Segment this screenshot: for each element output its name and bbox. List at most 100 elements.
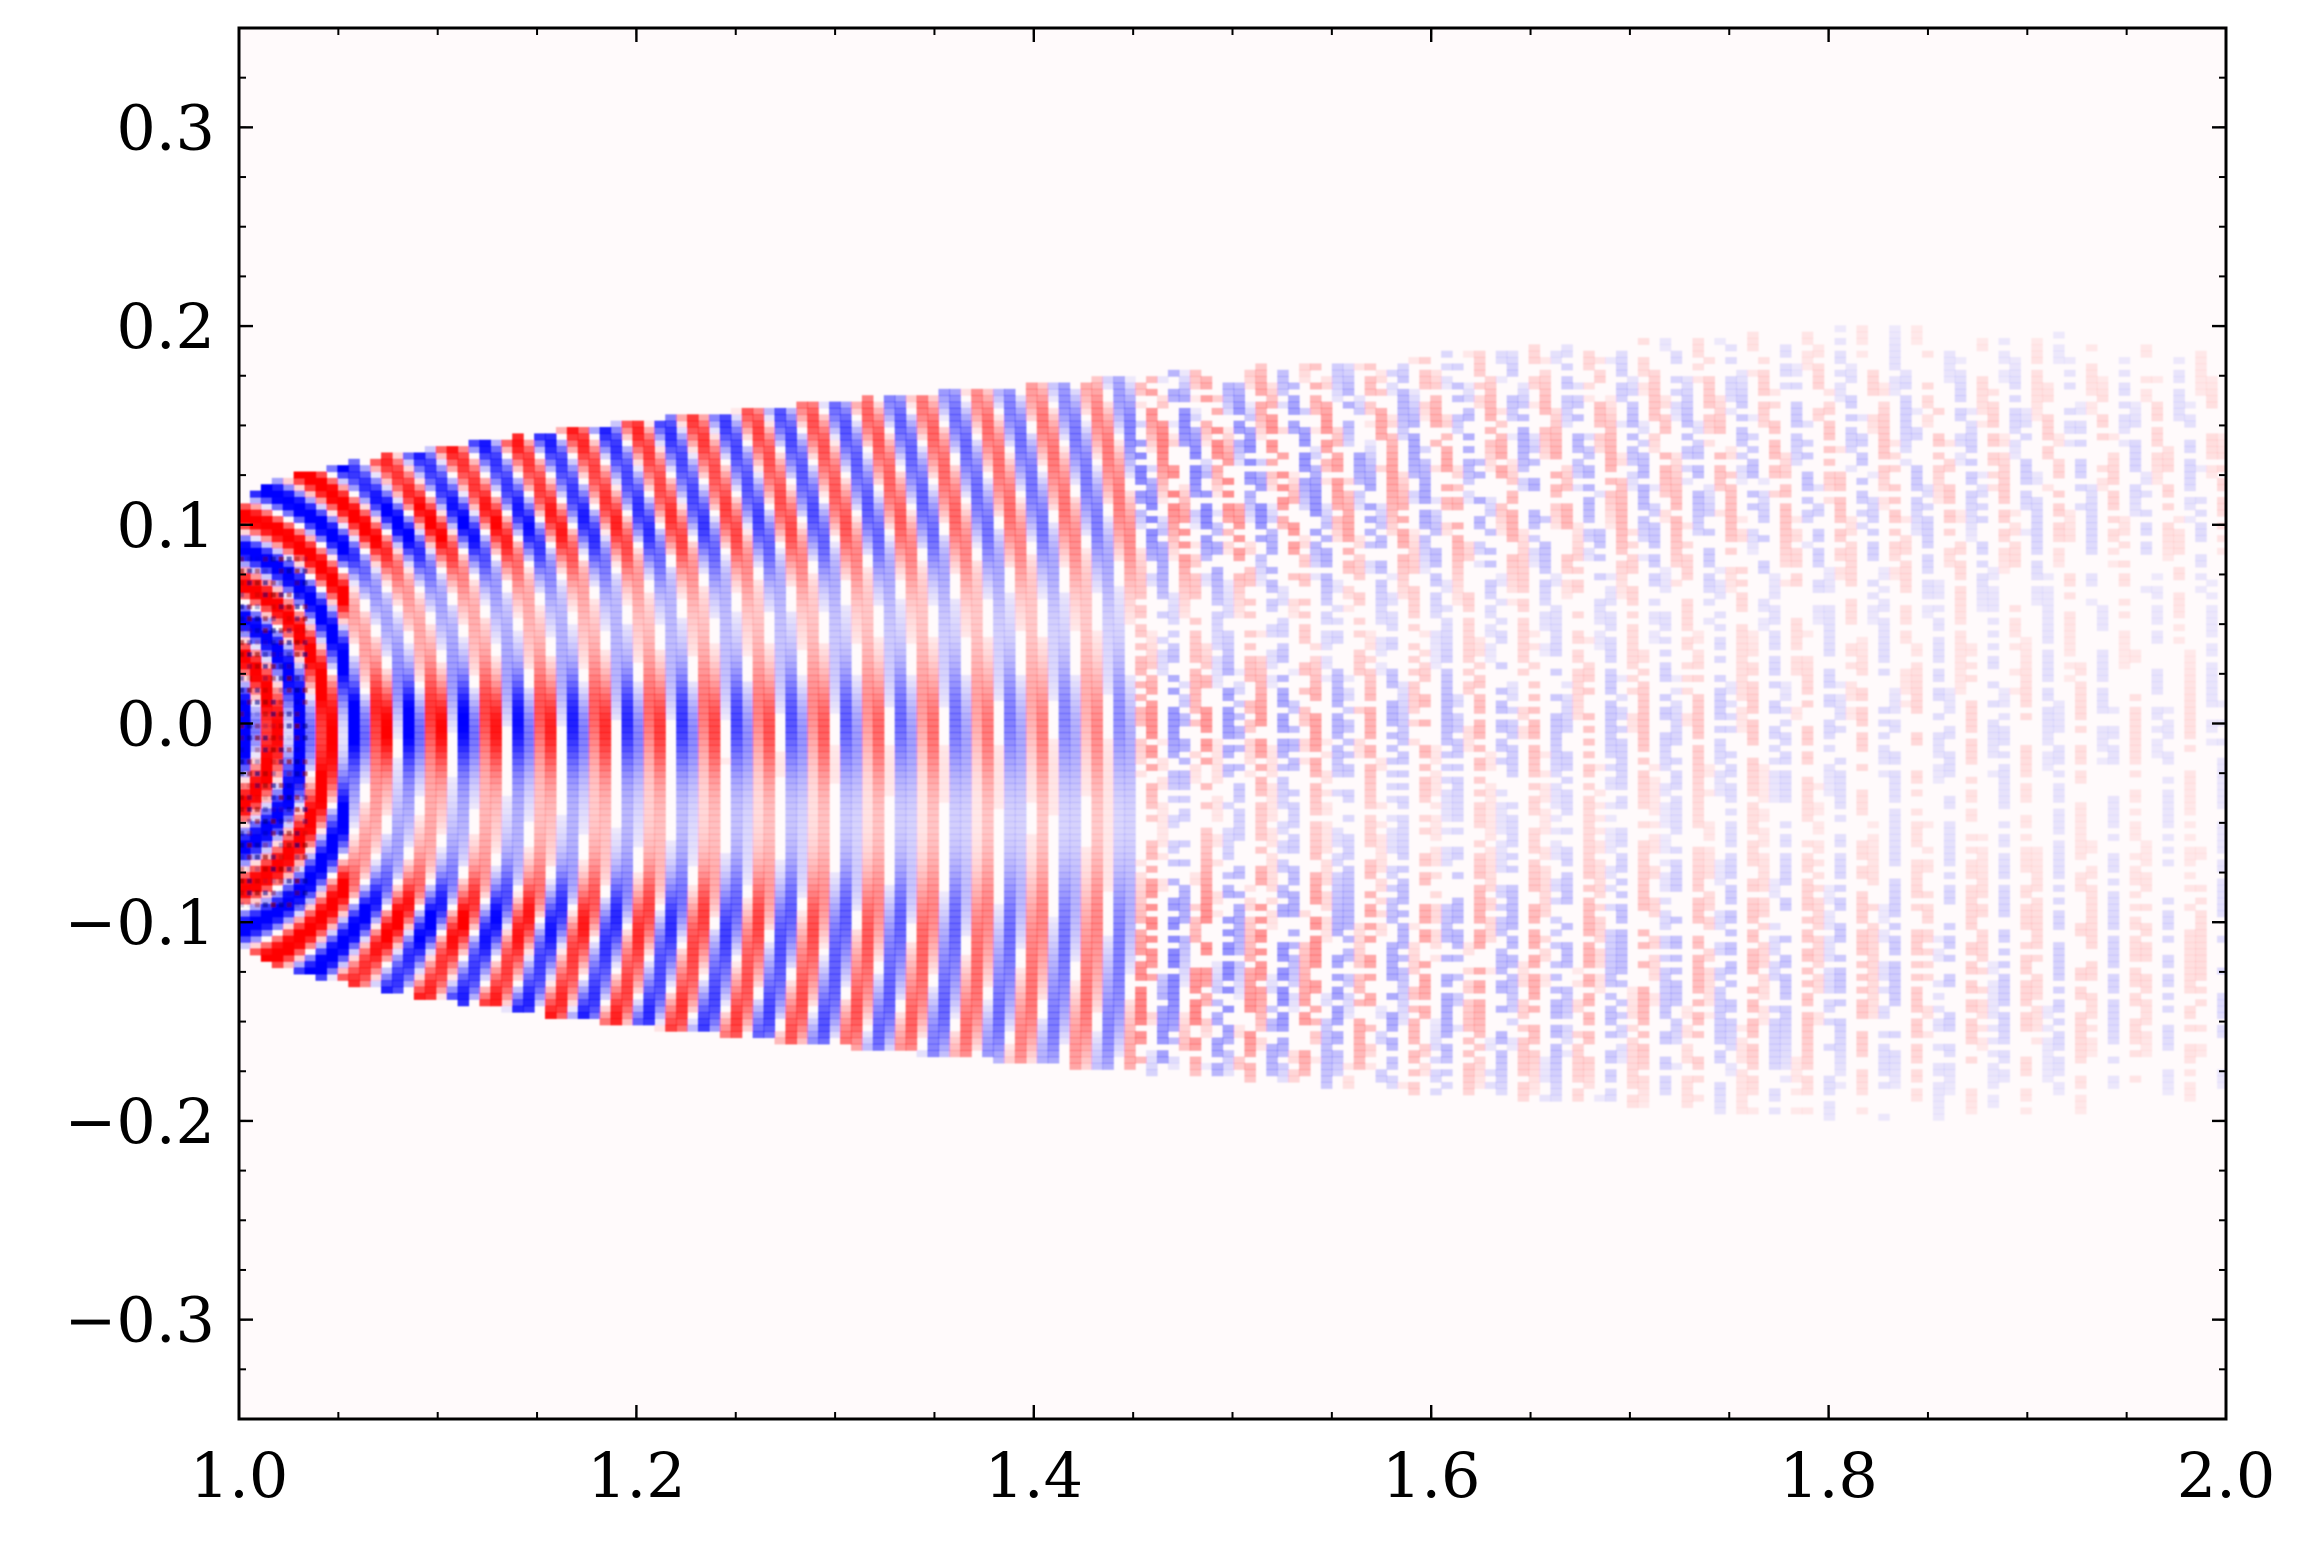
heatmap-cell bbox=[872, 1012, 885, 1019]
heatmap-cell bbox=[719, 713, 732, 721]
heatmap-cell bbox=[479, 783, 491, 791]
heatmap-cell bbox=[785, 783, 797, 791]
heatmap-cell bbox=[621, 643, 634, 651]
heatmap-cell bbox=[370, 496, 382, 504]
heatmap-cell bbox=[829, 992, 841, 1000]
heatmap-cell bbox=[555, 821, 568, 829]
heatmap-cell bbox=[337, 846, 349, 854]
heatmap-cell bbox=[752, 980, 765, 988]
heatmap-cell bbox=[785, 706, 797, 714]
heatmap-cell bbox=[370, 732, 382, 740]
heatmap-cell bbox=[282, 764, 295, 771]
heatmap-cell bbox=[697, 935, 710, 943]
heatmap-cell bbox=[763, 967, 776, 975]
heatmap-cell bbox=[861, 808, 874, 816]
heatmap-cell bbox=[479, 681, 491, 689]
heatmap-cell bbox=[391, 554, 404, 562]
heatmap-cell bbox=[807, 713, 819, 721]
heatmap-cell bbox=[260, 617, 273, 625]
heatmap-cell bbox=[785, 923, 797, 930]
heatmap-cell bbox=[861, 579, 874, 587]
heatmap-cell bbox=[370, 980, 382, 988]
heatmap-cell bbox=[840, 452, 852, 460]
heatmap-cell bbox=[807, 795, 819, 803]
heatmap-cell bbox=[348, 935, 360, 943]
heatmap-cell bbox=[665, 522, 677, 530]
heatmap-cell bbox=[807, 490, 819, 498]
heatmap-cell bbox=[599, 465, 612, 473]
heatmap-cell bbox=[534, 687, 546, 695]
heatmap-cell bbox=[719, 884, 732, 892]
heatmap-cell bbox=[468, 751, 481, 759]
heatmap-cell bbox=[785, 636, 797, 644]
heatmap-cell bbox=[719, 668, 732, 676]
heatmap-cell bbox=[271, 853, 284, 861]
heatmap-cell bbox=[326, 948, 338, 956]
heatmap-cell bbox=[304, 757, 317, 765]
heatmap-cell bbox=[239, 725, 251, 733]
heatmap-cell bbox=[304, 942, 317, 950]
heatmap-cell bbox=[435, 630, 448, 638]
heatmap-cell bbox=[763, 446, 776, 454]
heatmap-cell bbox=[424, 446, 437, 454]
heatmap-cell bbox=[807, 808, 819, 816]
heatmap-cell bbox=[861, 802, 874, 810]
heatmap-cell bbox=[676, 503, 688, 511]
heatmap-cell bbox=[326, 757, 338, 765]
heatmap-cell bbox=[818, 814, 830, 822]
heatmap-cell bbox=[654, 751, 666, 759]
heatmap-cell bbox=[391, 725, 404, 733]
heatmap-cell bbox=[687, 903, 699, 911]
heatmap-cell bbox=[861, 764, 874, 771]
heatmap-cell bbox=[260, 872, 273, 880]
heatmap-cell bbox=[391, 719, 404, 727]
heatmap-cell bbox=[741, 477, 754, 485]
heatmap-cell bbox=[752, 783, 765, 791]
heatmap-cell bbox=[381, 713, 393, 721]
heatmap-cell bbox=[752, 757, 765, 765]
heatmap-cell bbox=[359, 776, 371, 784]
heatmap-cell bbox=[872, 1005, 885, 1013]
heatmap-cell bbox=[610, 477, 623, 485]
heatmap-cell bbox=[523, 814, 535, 822]
heatmap-cell bbox=[260, 560, 273, 568]
heatmap-cell bbox=[643, 446, 655, 454]
heatmap-cell bbox=[315, 624, 328, 632]
heatmap-cell bbox=[632, 770, 644, 778]
heatmap-cell bbox=[271, 573, 284, 581]
heatmap-cell bbox=[479, 967, 491, 975]
heatmap-cell bbox=[588, 757, 601, 765]
heatmap-cell bbox=[326, 929, 338, 937]
heatmap-cell bbox=[523, 598, 535, 606]
heatmap-cell bbox=[523, 484, 535, 492]
heatmap-cell bbox=[402, 878, 415, 886]
heatmap-cell bbox=[697, 725, 710, 733]
heatmap-cell bbox=[293, 471, 306, 479]
heatmap-cell bbox=[490, 757, 502, 765]
heatmap-cell bbox=[577, 770, 590, 778]
heatmap-cell bbox=[774, 764, 787, 771]
heatmap-cell bbox=[293, 719, 306, 727]
heatmap-cell bbox=[829, 516, 841, 524]
heatmap-cell bbox=[654, 833, 666, 841]
heatmap-cell bbox=[741, 446, 754, 454]
heatmap-cell bbox=[752, 967, 765, 975]
heatmap-cell bbox=[457, 973, 470, 981]
heatmap-cell bbox=[468, 744, 481, 752]
heatmap-cell bbox=[643, 878, 655, 886]
heatmap-cell bbox=[665, 980, 677, 988]
heatmap-cell bbox=[741, 579, 754, 587]
heatmap-cell bbox=[785, 764, 797, 771]
heatmap-cell bbox=[763, 585, 776, 593]
heatmap-cell bbox=[697, 560, 710, 568]
heatmap-cell bbox=[534, 706, 546, 714]
heatmap-cell bbox=[315, 948, 328, 956]
heatmap-cell bbox=[599, 865, 612, 873]
heatmap-cell bbox=[534, 783, 546, 791]
heatmap-cell bbox=[840, 1024, 852, 1032]
heatmap-cell bbox=[544, 980, 557, 988]
heatmap-cell bbox=[402, 611, 415, 619]
heatmap-cell bbox=[271, 687, 284, 695]
heatmap-cell bbox=[687, 967, 699, 975]
heatmap-cell bbox=[829, 484, 841, 492]
